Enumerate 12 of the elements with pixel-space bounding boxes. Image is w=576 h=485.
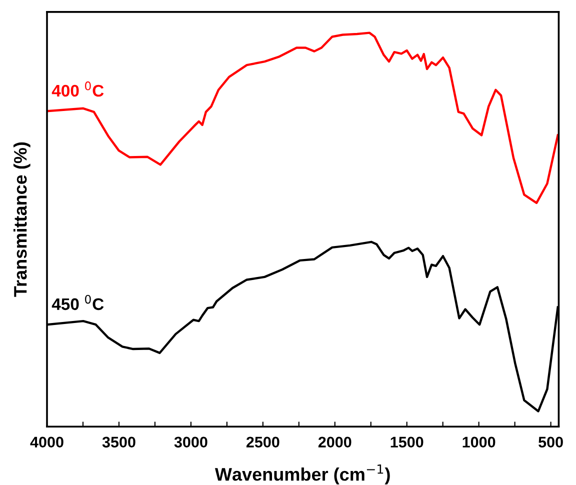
x-tick-label: 2500 [246,436,280,448]
y-axis-title: Transmittance (%) [14,142,30,297]
x-tick-label: 2000 [318,436,352,448]
series-label: 450 $^{0}$C [52,294,104,310]
x-tick-label: 3500 [102,436,136,448]
x-axis-title: Wavenumber (cm$^{−1}$) [214,464,390,484]
series-label: 400 $^{0}$C [52,81,104,97]
x-tick-label: 1500 [390,436,424,448]
x-tick-label: 1000 [462,436,496,448]
x-tick-label: 3000 [174,436,208,448]
x-tick-label: 4000 [30,436,64,448]
x-tick-label: 500 [538,436,563,448]
